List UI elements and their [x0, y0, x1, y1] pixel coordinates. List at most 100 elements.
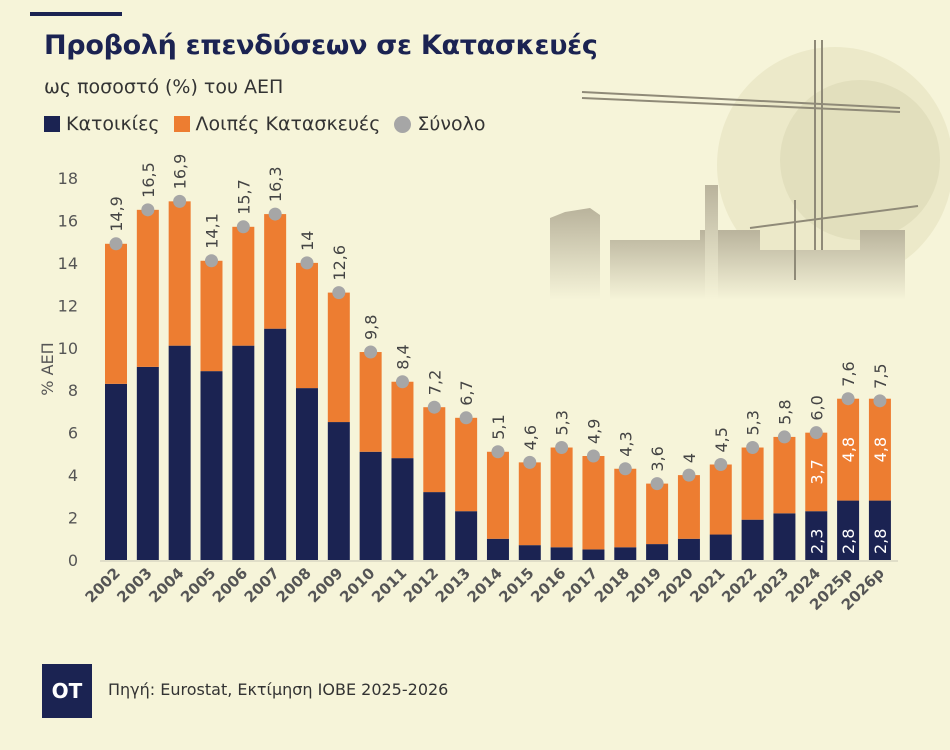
- housing-value-label: 2,3: [807, 529, 826, 554]
- total-label: 5,3: [553, 410, 572, 435]
- bar-housing: [709, 534, 732, 560]
- total-label: 7,2: [425, 370, 444, 395]
- bar-housing: [582, 549, 605, 560]
- total-dot: [204, 254, 218, 268]
- bar-other: [264, 214, 287, 329]
- legend: Κατοικίες Λοιπές Κατασκευές Σύνολο: [44, 113, 485, 135]
- y-tick-label: 10: [58, 339, 78, 358]
- x-tick-label: 2020: [655, 564, 697, 606]
- total-dot: [714, 458, 728, 471]
- total-label: 4,6: [521, 425, 540, 450]
- total-dot: [395, 375, 409, 389]
- x-tick-label: 2015: [495, 564, 537, 606]
- total-label: 4,5: [712, 427, 731, 452]
- total-label: 5,3: [744, 410, 763, 435]
- x-tick-label: 2023: [750, 564, 792, 606]
- y-tick-label: 12: [58, 296, 78, 315]
- bar-housing: [359, 451, 382, 560]
- building-icon: [550, 208, 600, 300]
- bar-other: [168, 201, 191, 346]
- total-label: 7,6: [839, 361, 858, 386]
- source-note: Πηγή: Eurostat, Εκτίμηση ΙΟΒΕ 2025-2026: [108, 680, 449, 699]
- x-tick-label: 2005: [177, 564, 219, 606]
- total-label: 16,5: [139, 162, 158, 198]
- y-tick-label: 4: [68, 466, 78, 485]
- bar-other: [837, 398, 860, 501]
- bar-other: [741, 447, 764, 520]
- x-tick-label: 2007: [241, 564, 283, 606]
- y-axis-label: % ΑΕΠ: [38, 342, 57, 395]
- bar-other: [518, 462, 541, 546]
- total-label: 16,3: [266, 166, 285, 202]
- x-tick-label: 2004: [145, 564, 187, 606]
- bar-other: [391, 381, 414, 459]
- bar-housing: [295, 388, 318, 560]
- x-tick-label: 2014: [464, 564, 506, 606]
- total-dot: [523, 455, 537, 469]
- bar-other: [677, 475, 700, 539]
- bar-other: [614, 468, 637, 548]
- bar-housing: [486, 538, 509, 560]
- bar-housing: [550, 547, 573, 560]
- bar-housing: [136, 366, 159, 560]
- bar-housing: [168, 345, 191, 560]
- total-label: 14,9: [107, 196, 126, 232]
- total-dot: [777, 430, 791, 444]
- bar-other: [327, 292, 350, 423]
- x-tick-label: 2013: [432, 564, 474, 606]
- bar-housing: [200, 371, 223, 560]
- total-label: 4: [680, 453, 699, 463]
- total-label: 16,9: [171, 154, 190, 190]
- bar-other: [455, 417, 478, 512]
- y-tick-label: 14: [58, 254, 78, 273]
- total-dot: [427, 400, 441, 414]
- total-label: 14,1: [202, 213, 221, 249]
- x-tick-label: 2021: [686, 564, 728, 606]
- total-dot: [682, 468, 696, 482]
- bar-housing: [391, 458, 414, 560]
- x-tick-label: 2003: [113, 564, 155, 606]
- bar-other: [136, 209, 159, 367]
- bar-housing: [264, 328, 287, 560]
- logo-text: OT: [51, 679, 83, 703]
- housing-value-label: 2,8: [839, 529, 858, 554]
- x-tick-label: 2019: [623, 564, 665, 606]
- sun-circle-inner: [780, 80, 940, 240]
- bar-other: [232, 226, 255, 346]
- bar-other: [105, 243, 127, 384]
- total-label: 5,8: [775, 399, 794, 424]
- total-label: 7,5: [871, 363, 890, 388]
- bar-housing: [837, 500, 860, 560]
- housing-value-label: 2,8: [871, 529, 890, 554]
- building-icon: [610, 230, 760, 300]
- total-dot: [141, 203, 155, 217]
- total-label: 6,7: [457, 380, 476, 405]
- total-label: 6,0: [807, 395, 826, 420]
- bar-other: [582, 456, 605, 550]
- bar-other: [773, 436, 796, 514]
- bar-other: [646, 483, 669, 545]
- y-tick-label: 18: [58, 169, 78, 188]
- other-value-label: 4,8: [871, 437, 890, 462]
- bar-other: [359, 352, 382, 452]
- x-tick-label: 2011: [368, 564, 410, 606]
- total-label: 9,8: [362, 315, 381, 340]
- other-value-label: 4,8: [839, 437, 858, 462]
- total-dot: [300, 256, 314, 270]
- bar-housing: [518, 545, 541, 560]
- x-tick-label: 2008: [273, 564, 315, 606]
- bar-housing: [677, 538, 700, 560]
- y-tick-label: 8: [68, 381, 78, 400]
- y-tick-label: 6: [68, 424, 78, 443]
- bar-housing: [423, 492, 446, 560]
- legend-item-other: Λοιπές Κατασκευές: [173, 113, 380, 135]
- x-tick-label: 2002: [82, 564, 124, 606]
- top-accent-line: [30, 12, 122, 16]
- bar-housing: [805, 511, 828, 560]
- total-dot: [746, 441, 760, 455]
- bar-housing: [868, 500, 891, 560]
- bar-housing: [614, 547, 637, 560]
- total-dot: [555, 441, 569, 455]
- total-dot: [841, 392, 855, 406]
- y-tick-label: 2: [68, 509, 78, 528]
